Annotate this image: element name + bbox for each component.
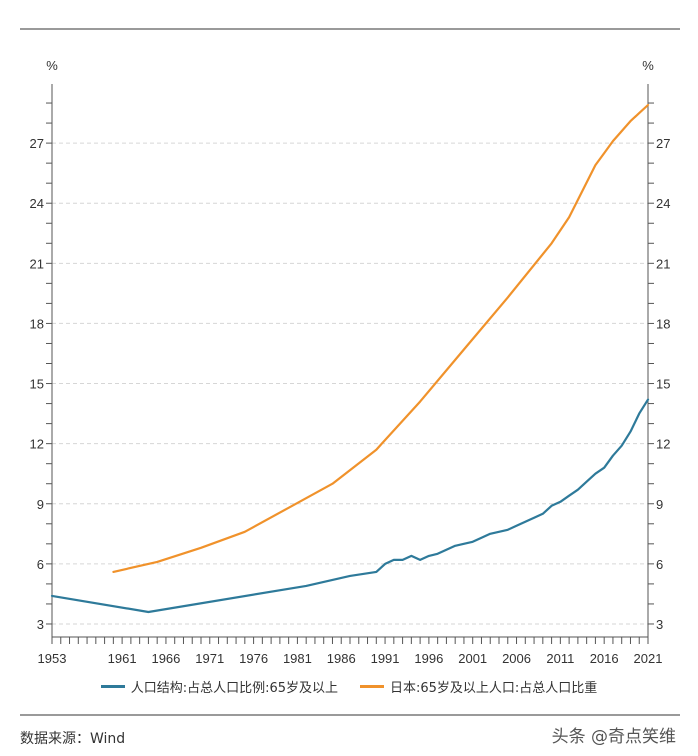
gridlines <box>52 142 648 625</box>
x-tick-label: 2011 <box>546 651 574 666</box>
watermark: 头条 @奇点笑维 <box>551 727 676 747</box>
y-tick-label-right: 9 <box>656 497 663 512</box>
y-tick-label-left: 3 <box>37 617 44 632</box>
y-axis-unit-left: % <box>46 58 58 73</box>
x-tick-label: 2016 <box>590 651 619 666</box>
legend: 人口结构:占总人口比例:65岁及以上 日本:65岁及以上人口:占总人口比重 <box>0 677 698 696</box>
y-tick-label-right: 6 <box>656 557 663 572</box>
x-tick-label: 1966 <box>151 651 180 666</box>
bottom-rule <box>20 714 680 716</box>
x-tick-label: 2006 <box>502 651 531 666</box>
legend-label-china: 人口结构:占总人口比例:65岁及以上 <box>130 681 338 696</box>
y-tick-label-right: 3 <box>656 617 663 632</box>
axes: 3 3 6 6 9 9 12 12 15 15 18 18 21 21 24 24 27 27 1953 1961 19… <box>30 84 670 666</box>
legend-swatch-japan <box>360 685 384 688</box>
series-line-japan <box>112 103 650 573</box>
legend-swatch-china <box>100 685 125 688</box>
y-tick-label-right: 27 <box>656 136 670 151</box>
x-tick-label: 1996 <box>414 651 443 666</box>
series-line-china <box>50 398 650 614</box>
y-tick-label-right: 12 <box>656 437 670 452</box>
x-tick-label: 1953 <box>38 651 67 666</box>
x-tick-label: 1961 <box>108 651 137 666</box>
x-tick-label: 2001 <box>458 651 487 666</box>
data-source: 数据来源：Wind <box>20 731 126 747</box>
y-tick-label-left: 12 <box>30 437 44 452</box>
legend-item-china[interactable]: 人口结构:占总人口比例:65岁及以上 <box>100 677 338 696</box>
legend-item-japan[interactable]: 日本:65岁及以上人口:占总人口比重 <box>360 677 597 696</box>
x-tick-label: 1986 <box>327 651 356 666</box>
y-tick-label-left: 21 <box>30 256 44 271</box>
y-tick-label-left: 27 <box>30 136 44 151</box>
x-tick-label: 1971 <box>195 651 224 666</box>
y-tick-label-left: 24 <box>30 196 44 211</box>
top-rule <box>20 28 680 30</box>
y-tick-label-right: 24 <box>656 196 670 211</box>
y-axis-unit-right: % <box>642 58 654 73</box>
legend-label-japan: 日本:65岁及以上人口:占总人口比重 <box>390 681 598 696</box>
x-tick-label: 1991 <box>371 651 400 666</box>
y-tick-label-right: 21 <box>656 256 670 271</box>
y-tick-label-right: 15 <box>656 377 670 392</box>
y-tick-label-left: 15 <box>30 377 44 392</box>
x-tick-label: 1981 <box>283 651 312 666</box>
line-chart: 3 3 6 6 9 9 12 12 15 15 18 18 21 21 24 24 27 27 1953 1961 19… <box>30 58 671 666</box>
x-tick-label: 1976 <box>239 651 268 666</box>
y-tick-label-left: 9 <box>37 497 44 512</box>
y-tick-label-right: 18 <box>656 316 670 331</box>
x-tick-label: 2021 <box>634 651 663 666</box>
y-tick-label-left: 6 <box>37 557 44 572</box>
y-tick-label-left: 18 <box>30 316 44 331</box>
series-lines <box>50 103 650 614</box>
